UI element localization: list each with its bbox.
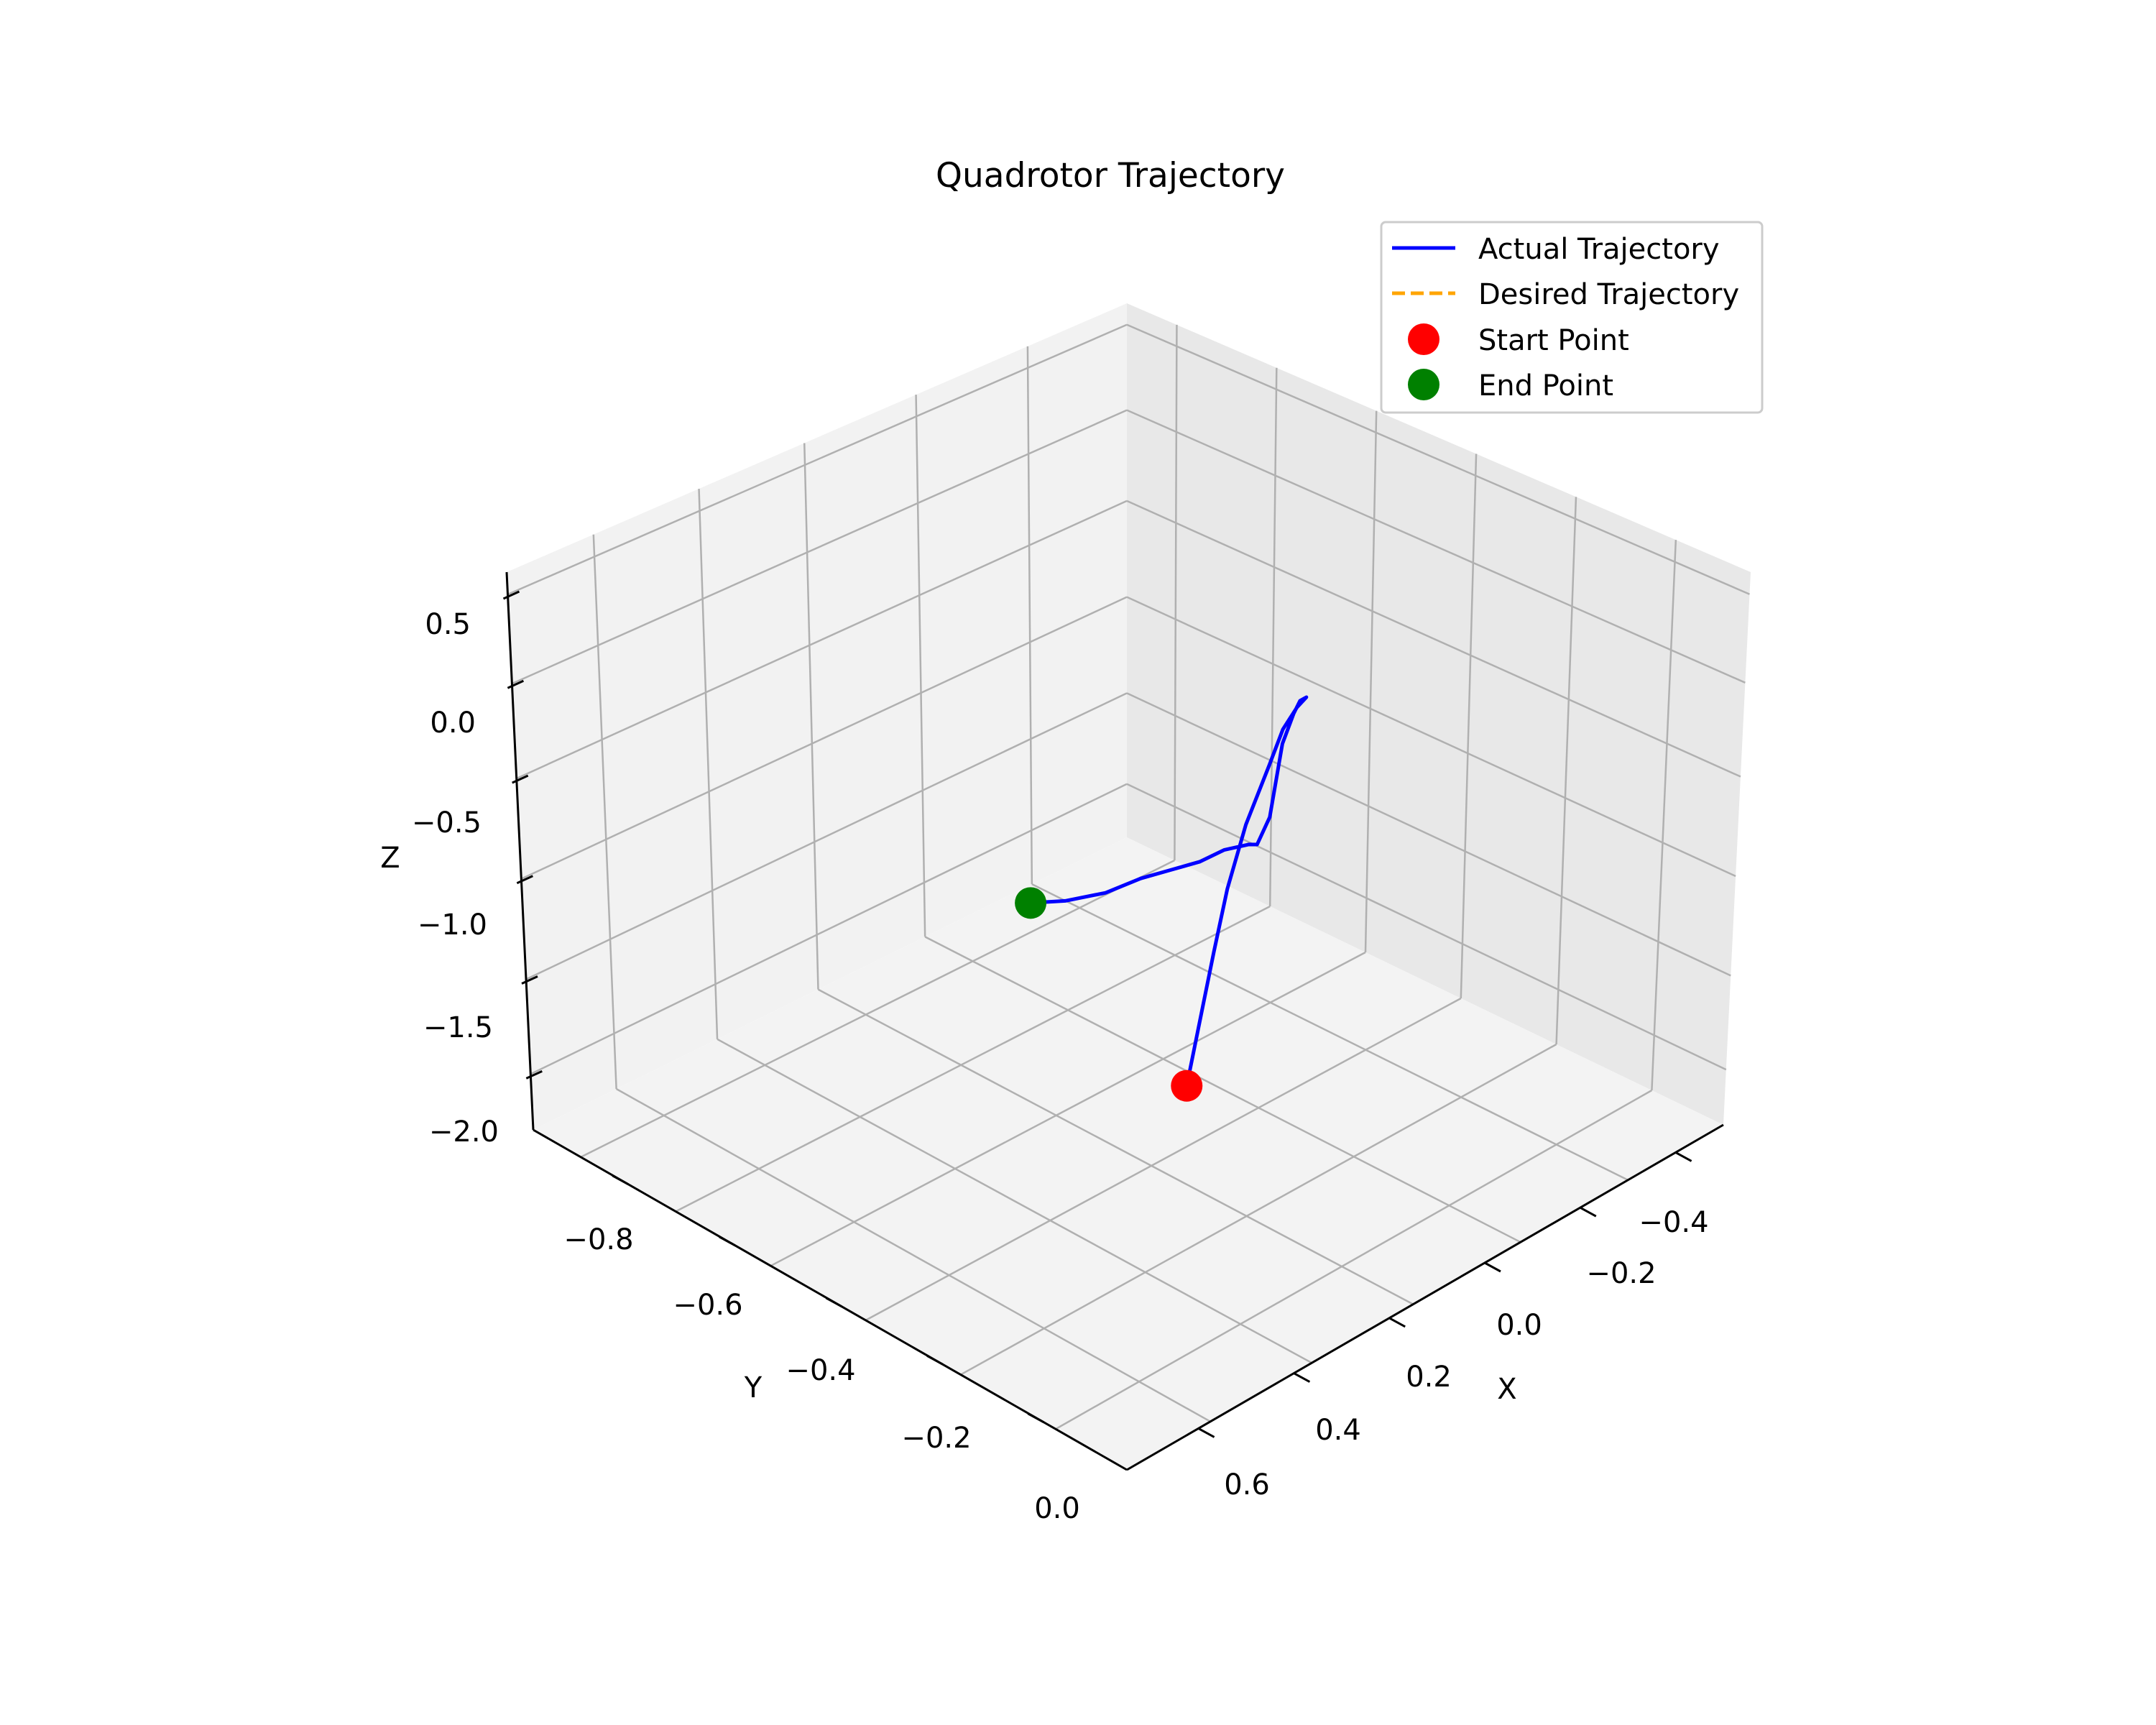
grid-lines: [507, 323, 1750, 1430]
y-grid-line: [1026, 346, 1033, 885]
z-tick-labels: 0.5 0.0 −0.5 −1.0 −1.5 −2.0: [412, 608, 499, 1149]
z-grid-line: [1126, 409, 1746, 684]
legend-label-desired: Desired Trajectory: [1478, 278, 1739, 311]
x-tick-label: 0.2: [1406, 1361, 1452, 1394]
z-grid-line: [1126, 500, 1741, 778]
z-axis-title: Z: [380, 842, 400, 875]
x-tick-mark: [1388, 1317, 1406, 1328]
x-grid-line: [1555, 497, 1577, 1045]
x-axis-line: [1126, 1123, 1724, 1471]
x-axis-title: X: [1497, 1373, 1516, 1406]
x-grid-line: [960, 1043, 1557, 1376]
y-tick-label: −0.6: [673, 1289, 742, 1322]
legend-label-actual: Actual Trajectory: [1478, 233, 1720, 266]
y-axis-title: Y: [744, 1371, 763, 1404]
z-grid-line: [516, 500, 1128, 780]
z-tick-label: −2.0: [429, 1116, 499, 1149]
end-point-marker: [1015, 887, 1047, 919]
legend: Actual Trajectory Desired Trajectory Sta…: [1380, 221, 1764, 414]
x-tick-mark: [1197, 1427, 1215, 1438]
y-grid-line: [1031, 883, 1628, 1181]
y-grid-line: [817, 988, 1414, 1305]
z-grid-line: [1126, 596, 1736, 878]
x-tick-label: 0.0: [1496, 1309, 1542, 1342]
x-grid-line: [1651, 540, 1677, 1091]
y-grid-line: [698, 489, 719, 1039]
z-grid-line: [507, 323, 1128, 596]
y-tick-label: −0.8: [563, 1223, 633, 1256]
y-tick-label: −0.4: [786, 1354, 855, 1387]
legend-label-end: End Point: [1478, 369, 1613, 402]
z-grid-line: [1126, 783, 1727, 1071]
y-tick-mark: [926, 1355, 944, 1366]
z-tick-label: −0.5: [412, 806, 482, 840]
x-tick-label: 0.6: [1224, 1468, 1270, 1501]
legend-label-start: Start Point: [1478, 324, 1629, 357]
z-tick-label: 0.5: [425, 608, 471, 641]
x-grid-line: [1174, 324, 1178, 861]
y-tick-label: −0.2: [901, 1422, 971, 1455]
x-grid-line: [1055, 1089, 1653, 1430]
x-tick-label: −0.4: [1639, 1206, 1708, 1239]
z-tick-label: −1.5: [423, 1011, 493, 1044]
x-tick-label: 0.4: [1315, 1414, 1361, 1447]
x-tick-labels: −0.4 −0.2 0.0 0.2 0.4 0.6: [1224, 1206, 1708, 1501]
legend-box: [1380, 221, 1764, 414]
y-tick-mark: [1027, 1412, 1045, 1424]
y-tick-mark: [719, 1236, 736, 1247]
right-pane: [1127, 303, 1751, 1125]
z-tick-mark: [507, 679, 525, 689]
y-tick-mark: [612, 1174, 629, 1185]
start-point-marker: [1171, 1070, 1203, 1102]
y-grid-line: [915, 395, 926, 937]
z-tick-mark: [521, 975, 538, 985]
y-tick-label: 0.0: [1034, 1492, 1080, 1525]
x-grid-line: [865, 997, 1462, 1321]
x-tick-label: −0.2: [1586, 1257, 1656, 1290]
z-tick-label: −1.0: [418, 908, 487, 942]
y-grid-line: [803, 443, 819, 990]
y-grid-line: [592, 534, 617, 1090]
y-tick-labels: −0.8 −0.6 −0.4 −0.2 0.0: [563, 1223, 1079, 1525]
z-grid-line: [525, 692, 1128, 980]
actual-trajectory-line: [1028, 695, 1309, 1088]
x-grid-line: [770, 951, 1366, 1267]
chart-title: Quadrotor Trajectory: [936, 156, 1285, 196]
legend-start-marker: [1408, 323, 1439, 355]
z-grid-line: [1126, 692, 1731, 977]
left-pane: [507, 303, 1127, 1130]
z-tick-mark: [525, 1070, 543, 1080]
x-tick-mark: [1484, 1261, 1501, 1273]
z-tick-mark: [516, 875, 533, 885]
y-grid-line: [616, 1087, 1211, 1422]
y-grid-line: [924, 936, 1521, 1243]
x-grid-line: [675, 905, 1271, 1213]
y-grid-line: [717, 1038, 1312, 1364]
x-tick-mark: [1674, 1151, 1692, 1162]
x-tick-mark: [1580, 1206, 1597, 1218]
tick-marks: [502, 590, 1692, 1438]
x-grid-line: [580, 859, 1175, 1158]
z-grid-line: [511, 409, 1128, 685]
x-grid-line: [1460, 454, 1478, 999]
z-tick-mark: [502, 590, 520, 600]
y-tick-mark: [825, 1297, 843, 1308]
z-grid-line: [520, 596, 1128, 880]
z-grid-line: [1126, 323, 1750, 595]
legend-end-marker: [1408, 369, 1439, 400]
x-tick-mark: [1293, 1372, 1311, 1383]
z-tick-mark: [512, 774, 529, 784]
x-grid-line: [1364, 410, 1378, 953]
z-tick-label: 0.0: [430, 707, 476, 740]
z-axis-line: [505, 571, 535, 1131]
z-grid-line: [530, 783, 1128, 1075]
